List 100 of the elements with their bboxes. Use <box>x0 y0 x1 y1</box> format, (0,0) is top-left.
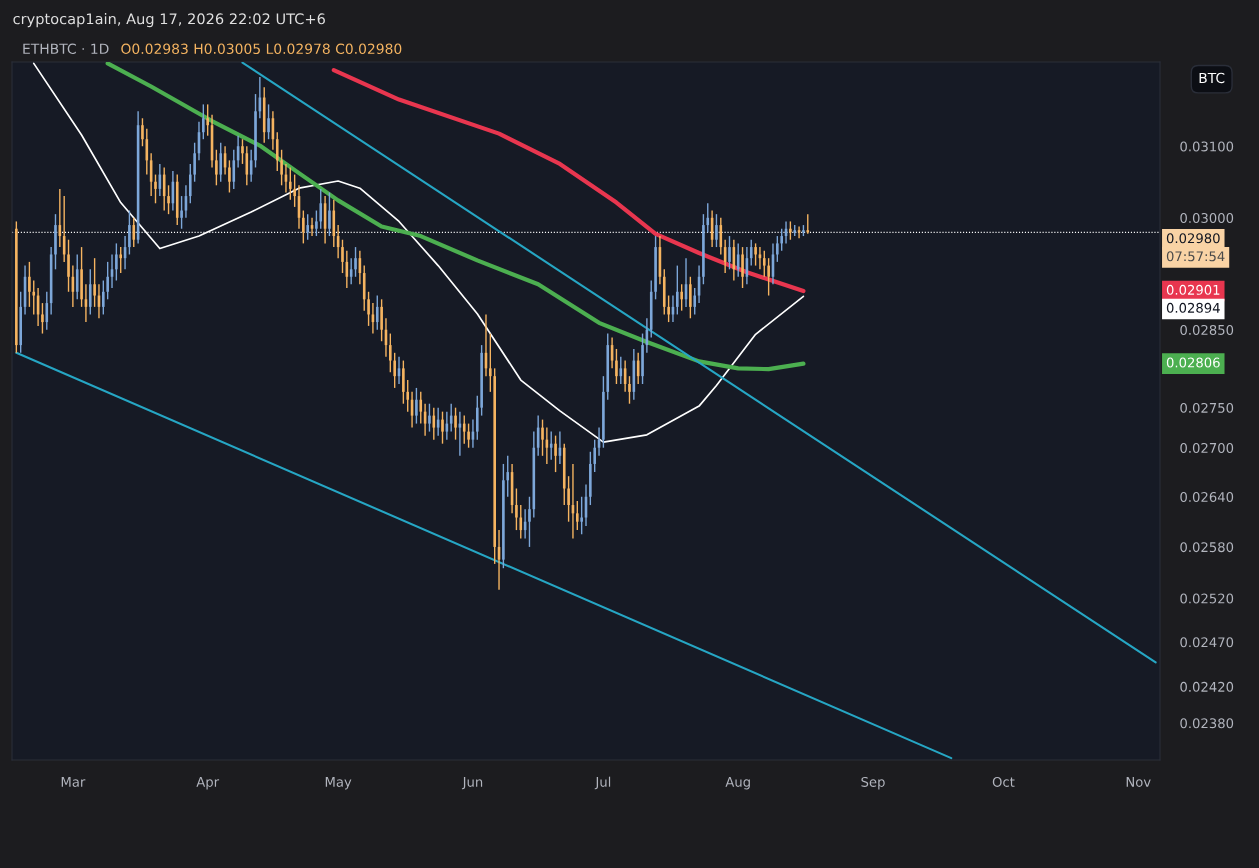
candlestick <box>289 166 292 201</box>
candlestick <box>375 294 379 331</box>
candlestick <box>102 279 105 316</box>
y-tick-label: 0.02470 <box>1180 637 1234 648</box>
candlestick <box>419 391 423 425</box>
candlestick <box>193 142 196 183</box>
candlestick <box>280 149 283 186</box>
candlestick <box>767 257 770 297</box>
x-tick-label: Jun <box>461 777 483 790</box>
candlestick <box>54 213 57 271</box>
candlestick <box>93 257 96 308</box>
candlestick <box>232 149 236 190</box>
candlestick <box>28 261 31 308</box>
candlestick <box>593 438 596 473</box>
candlestick <box>106 261 109 301</box>
candlestick <box>776 235 779 263</box>
candlestick <box>141 117 144 147</box>
y-tick-label: 0.03100 <box>1180 141 1234 152</box>
candlestick <box>328 191 331 237</box>
y-tick-label: 0.02520 <box>1180 593 1234 604</box>
candlestick <box>402 359 405 405</box>
candlestick <box>67 239 70 293</box>
x-tick-label: Jul <box>594 776 611 790</box>
line-series <box>105 62 806 372</box>
candlestick <box>454 406 457 441</box>
candlestick <box>75 253 79 301</box>
candlestick <box>762 250 766 278</box>
candlestick <box>667 294 670 323</box>
candlestick <box>719 217 723 256</box>
candlestick <box>115 242 118 282</box>
candlestick <box>45 291 49 331</box>
candlestick <box>202 103 205 140</box>
candlestick <box>506 455 510 498</box>
candlestick <box>654 235 657 301</box>
x-tick-label: Apr <box>196 777 220 790</box>
text: 0.02894 <box>1166 302 1220 313</box>
candlestick <box>789 220 792 241</box>
candlestick <box>162 166 166 212</box>
candlestick <box>554 434 557 473</box>
candlestick <box>32 279 36 316</box>
candlestick <box>602 375 605 449</box>
candlestick <box>741 246 744 289</box>
candlestick <box>293 173 296 208</box>
candlestick <box>489 332 492 393</box>
candlestick <box>315 209 318 237</box>
text: 07:57:54 <box>1166 251 1225 262</box>
candlestick <box>715 213 718 248</box>
x-tick-label: May <box>325 777 352 790</box>
candlestick <box>689 276 692 319</box>
x-tick-label: Oct <box>992 776 1015 787</box>
candlestick <box>680 283 683 312</box>
text: 0.02806 <box>1166 357 1220 368</box>
candlestick <box>806 213 810 235</box>
candlestick <box>576 500 579 531</box>
candlestick <box>567 475 570 523</box>
chart-subtitle: O0.02983 H0.03005 L0.02978 C0.02980 <box>121 43 402 55</box>
candlestick <box>128 209 131 256</box>
candlestick <box>206 103 209 137</box>
candlestick <box>306 213 309 241</box>
candlestick <box>228 159 231 194</box>
candlestick <box>119 246 123 274</box>
y-tick-label: 0.02420 <box>1180 681 1234 692</box>
candlestick <box>275 131 279 172</box>
candlestick <box>180 195 183 230</box>
candlestick <box>519 504 523 540</box>
candlestick <box>428 403 431 433</box>
candlestick <box>415 387 418 425</box>
candlestick <box>475 395 479 441</box>
candlestick <box>88 268 92 316</box>
x-tick-label: Sep <box>861 776 885 790</box>
candlestick <box>241 138 244 165</box>
candlestick <box>515 487 518 531</box>
candlestick <box>676 264 679 316</box>
y-tick-label: 0.02700 <box>1180 442 1234 453</box>
y-tick-label: 0.02380 <box>1180 718 1234 729</box>
candlestick <box>502 463 505 569</box>
line-series <box>331 68 806 294</box>
candlestick <box>145 128 149 176</box>
candlestick <box>341 239 344 274</box>
candlestick <box>615 348 618 385</box>
candlestick <box>693 287 697 316</box>
candlestick <box>188 163 192 204</box>
candlestick <box>480 344 483 417</box>
text: 0.02901 <box>1166 284 1220 295</box>
candlestick <box>449 403 453 433</box>
candlestick <box>549 430 553 461</box>
candlestick <box>393 352 396 389</box>
candlestick <box>619 355 623 385</box>
candlestick <box>406 379 410 413</box>
y-tick-label: 0.02640 <box>1180 491 1234 502</box>
x-tick-label: Mar <box>61 777 86 787</box>
candlestick <box>15 220 18 354</box>
x-tick-label: Nov <box>1126 777 1151 787</box>
chart-title: ETHBTC · 1D <box>23 43 109 55</box>
candlestick <box>580 496 583 535</box>
y-tick-label: 0.02580 <box>1180 542 1234 553</box>
candlestick <box>319 188 323 230</box>
candlestick <box>267 103 270 140</box>
candlestick <box>780 228 783 252</box>
candlestick <box>302 209 305 245</box>
